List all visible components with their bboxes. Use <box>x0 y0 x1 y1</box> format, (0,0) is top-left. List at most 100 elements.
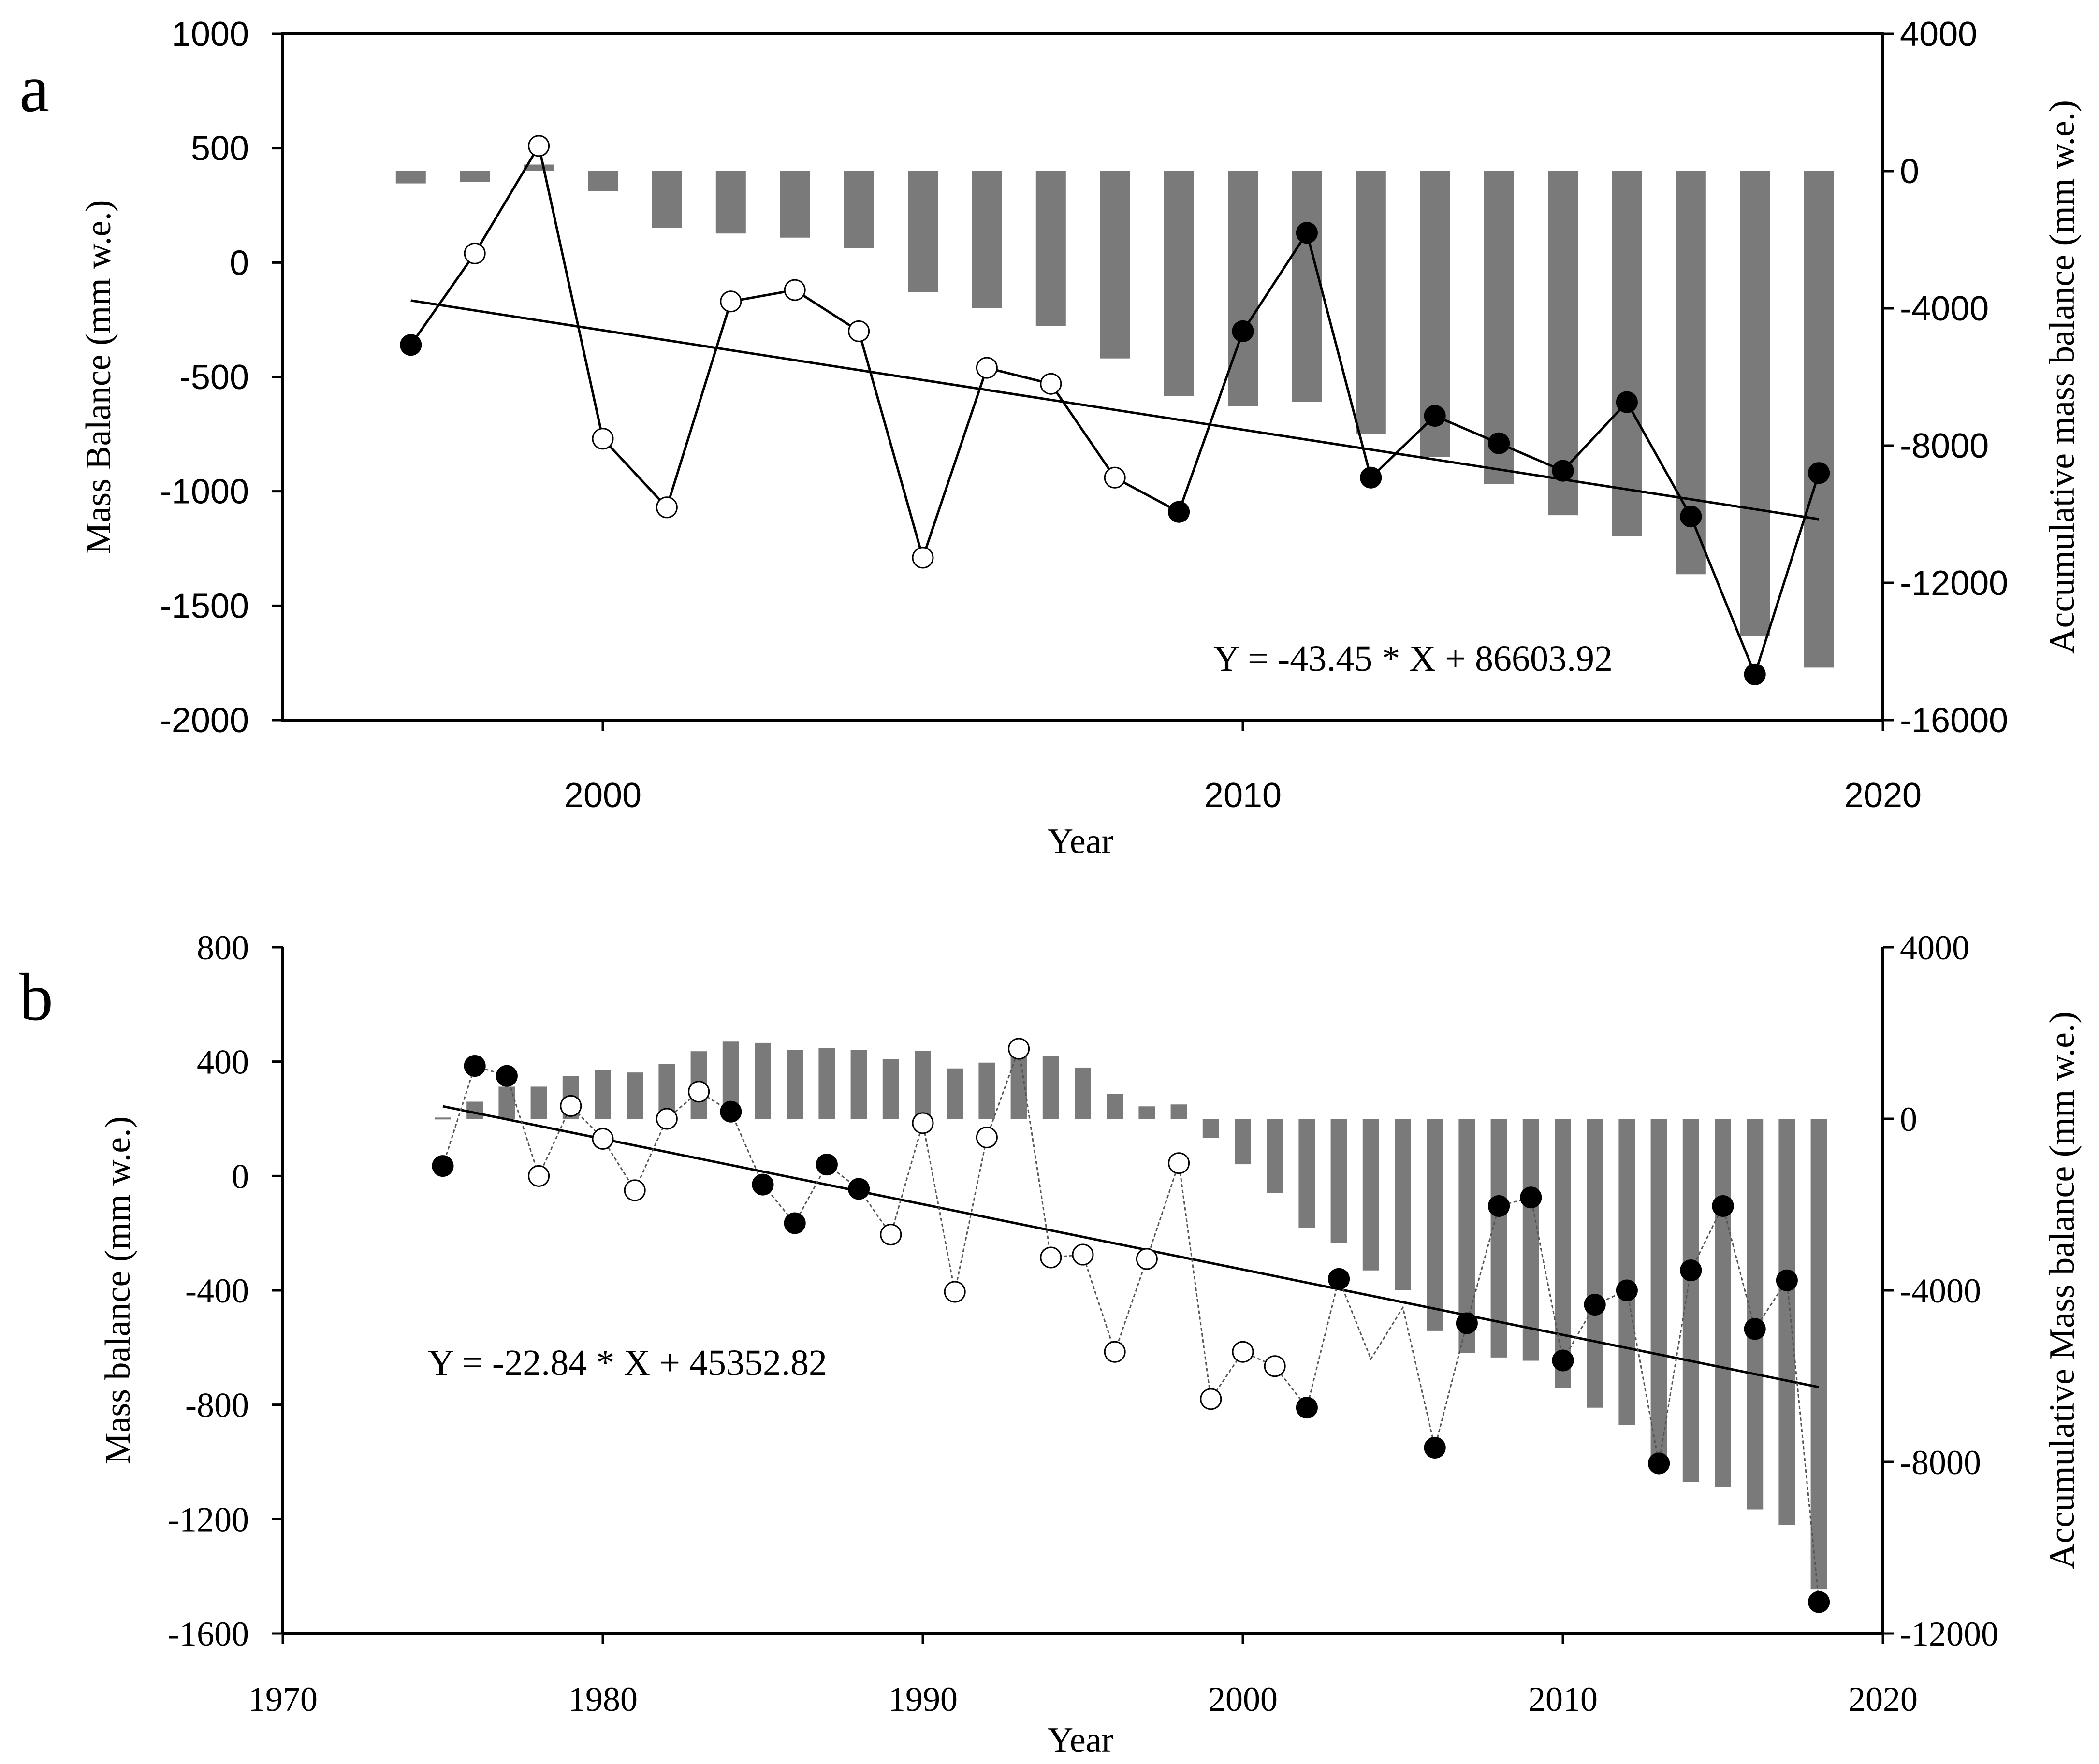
data-point-open <box>976 357 998 379</box>
accumulative-bar <box>1395 1119 1411 1290</box>
accumulative-bar <box>524 164 554 171</box>
data-point-filled <box>1424 1436 1446 1459</box>
y-left-tick-label: -1600 <box>168 1615 249 1653</box>
accumulative-bar <box>1747 1119 1764 1510</box>
panel-a-points <box>400 135 1830 685</box>
y-left-tick-label: 800 <box>197 928 249 967</box>
accumulative-bar <box>972 171 1002 308</box>
data-point-filled <box>784 1212 806 1234</box>
y-right-tick-label: -12000 <box>1900 1615 1998 1653</box>
data-point-open <box>720 290 742 313</box>
x-tick-label: 2020 <box>1844 776 1922 815</box>
panel-b-y-right-ticks: 4000 0 -4000 -8000 -12000 <box>1883 928 1998 1653</box>
panel-b-y-right-axis-title: Accumulative Mass balance (mm w.e.) <box>2042 1012 2082 1569</box>
data-point-filled <box>1616 391 1638 413</box>
data-point-filled <box>1680 506 1702 528</box>
accumulative-bar <box>1778 1119 1795 1525</box>
data-point-filled <box>1328 1268 1350 1290</box>
panel-b-points <box>432 1038 1830 1613</box>
y-right-tick-label: -16000 <box>1900 701 2008 740</box>
data-point-filled <box>1168 501 1190 523</box>
accumulative-bar <box>1356 171 1386 434</box>
data-point-open <box>592 1128 614 1150</box>
accumulative-bar <box>1618 1119 1635 1425</box>
data-point-filled <box>496 1065 518 1087</box>
accumulative-bar <box>844 171 874 248</box>
data-point-filled <box>1488 432 1510 454</box>
accumulative-bar <box>652 171 682 228</box>
panel-a-y-right-axis-title: Accumulative mass balance (mm w.e.) <box>2042 100 2082 654</box>
accumulative-bar <box>1202 1119 1219 1138</box>
accumulative-bar <box>978 1062 995 1119</box>
panel-a: a 2000 2010 2020 1000 500 0 -500 -1000 -1500 -20… <box>19 15 2082 861</box>
accumulative-bar <box>1164 171 1194 396</box>
data-point-filled <box>1584 1294 1606 1316</box>
data-point-filled <box>1424 405 1446 427</box>
data-point-filled <box>1616 1279 1638 1301</box>
accumulative-bar <box>530 1086 547 1119</box>
accumulative-bar <box>1228 171 1258 406</box>
data-point-open <box>1040 1246 1062 1269</box>
accumulative-bar <box>460 171 490 182</box>
panel-b: b 1970 1980 1990 2000 2010 2020 8004000-400-8… <box>19 928 2082 1760</box>
accumulative-bar <box>882 1059 899 1119</box>
y-left-tick-label: 0 <box>230 244 249 282</box>
accumulative-bar <box>395 171 426 184</box>
accumulative-bar <box>1490 1119 1507 1358</box>
data-point-open <box>1264 1355 1286 1377</box>
y-right-tick-label: -12000 <box>1900 564 2008 603</box>
data-point-open <box>1136 1248 1158 1270</box>
y-left-tick-label: 1000 <box>172 15 249 54</box>
panel-a-y-left-axis-title: Mass Balance (mm w.e.) <box>79 200 118 554</box>
data-point-open <box>624 1179 646 1201</box>
data-point-filled <box>1776 1269 1798 1291</box>
y-left-tick-label: -1000 <box>160 473 249 511</box>
accumulative-bar <box>1587 1119 1603 1408</box>
accumulative-bar <box>1715 1119 1731 1487</box>
accumulative-bar <box>1298 1119 1315 1228</box>
accumulative-bar <box>1740 171 1770 636</box>
y-left-tick-label: -400 <box>185 1272 249 1310</box>
accumulative-bar <box>715 171 746 234</box>
x-tick-label: 1980 <box>568 1680 638 1719</box>
accumulative-bar <box>498 1086 515 1119</box>
data-point-open <box>880 1224 902 1246</box>
y-left-tick-label: -800 <box>185 1386 249 1425</box>
accumulative-bar <box>947 1068 963 1119</box>
data-point-open <box>1168 1152 1190 1174</box>
data-point-open <box>1008 1038 1030 1060</box>
panel-a-trend-line <box>410 299 1819 521</box>
data-point-open <box>848 320 870 342</box>
data-point-filled <box>1456 1312 1478 1334</box>
panel-a-label: a <box>19 51 49 126</box>
panel-a-y-right-ticks: 4000 0 -4000 -8000 -12000 -16000 <box>1883 15 2008 740</box>
data-point-filled <box>848 1178 870 1200</box>
panel-a-y-left-ticks: 1000 500 0 -500 -1000 -1500 -2000 <box>160 15 283 740</box>
data-point-open <box>1072 1243 1094 1266</box>
data-point-filled <box>816 1154 838 1176</box>
y-right-tick-label: -4000 <box>1900 289 1989 328</box>
x-tick-label: 1970 <box>248 1680 318 1719</box>
accumulative-bar <box>1235 1119 1251 1165</box>
accumulative-bar <box>1810 1119 1827 1590</box>
accumulative-bar <box>908 171 938 292</box>
data-point-filled <box>720 1100 742 1123</box>
accumulative-bar <box>1042 1056 1059 1119</box>
y-left-tick-label: -500 <box>179 358 249 397</box>
accumulative-bar <box>1804 171 1834 668</box>
accumulative-bar <box>1267 1119 1283 1193</box>
x-tick-label: 2000 <box>564 776 641 815</box>
panel-b-trend-line <box>442 1105 1820 1388</box>
accumulative-bar <box>1612 171 1642 536</box>
panel-a-x-axis-title: Year <box>1048 822 1113 861</box>
y-left-tick-label: -1200 <box>168 1500 249 1539</box>
data-point-open <box>944 1281 966 1303</box>
accumulative-bar <box>1650 1119 1667 1468</box>
data-point-filled <box>1680 1259 1702 1282</box>
accumulative-bar <box>1548 171 1578 516</box>
accumulative-bar <box>1330 1119 1347 1243</box>
data-point-filled <box>1808 462 1830 484</box>
data-point-open <box>656 1108 678 1130</box>
panel-a-regression-equation: Y = -43.45 * X + 86603.92 <box>1213 638 1613 679</box>
